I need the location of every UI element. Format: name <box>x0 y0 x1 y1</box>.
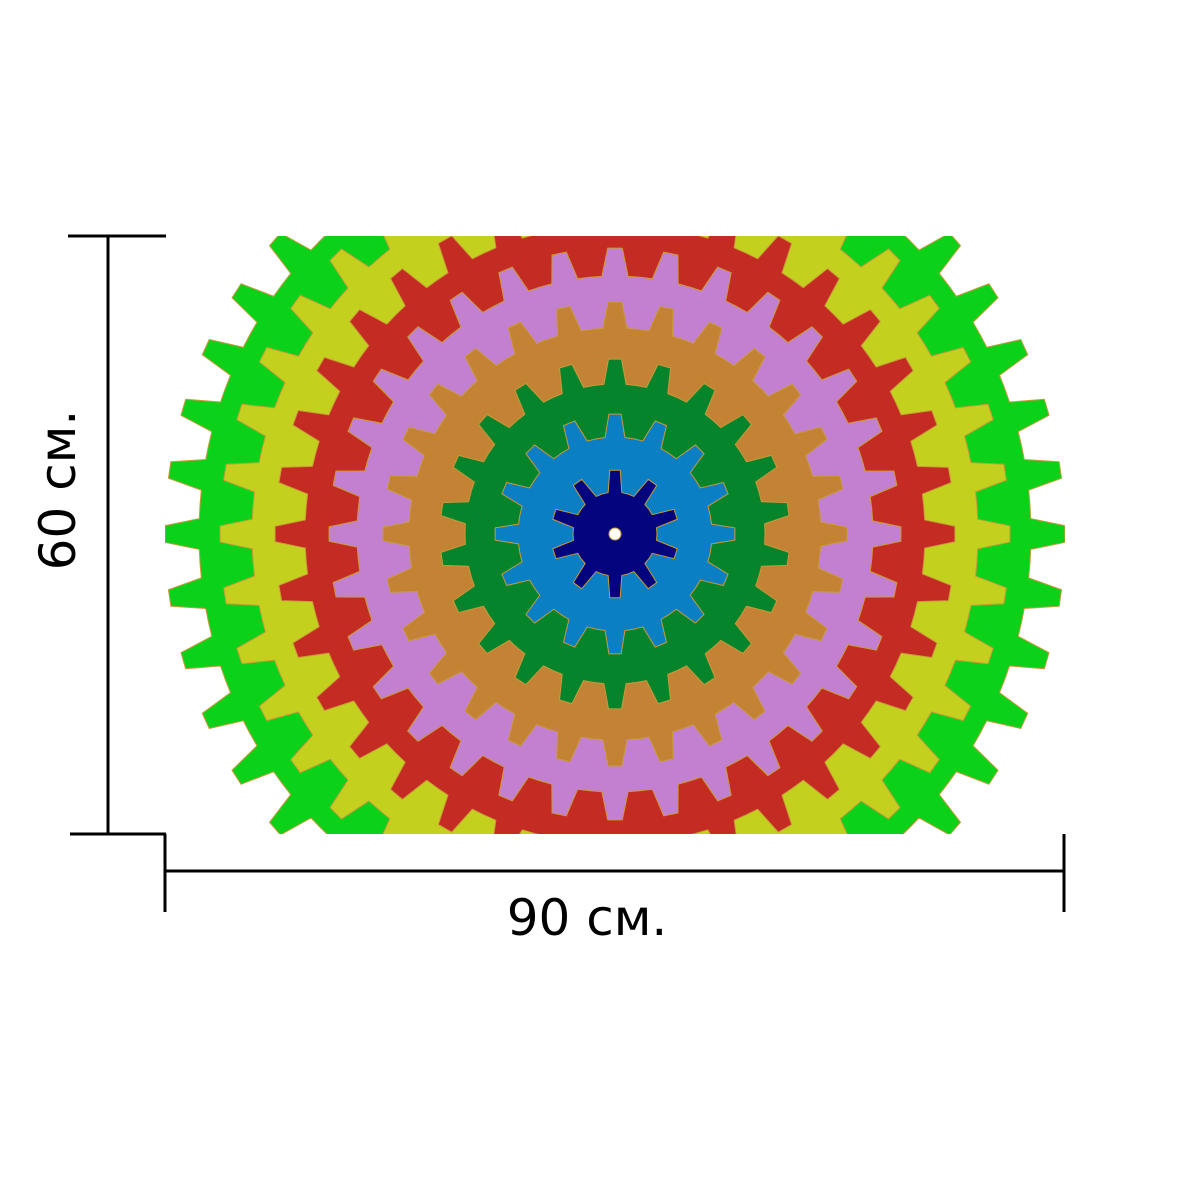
width-label: 90 см. <box>506 889 668 947</box>
height-label: 60 см. <box>29 409 87 571</box>
center-hole <box>608 527 622 541</box>
